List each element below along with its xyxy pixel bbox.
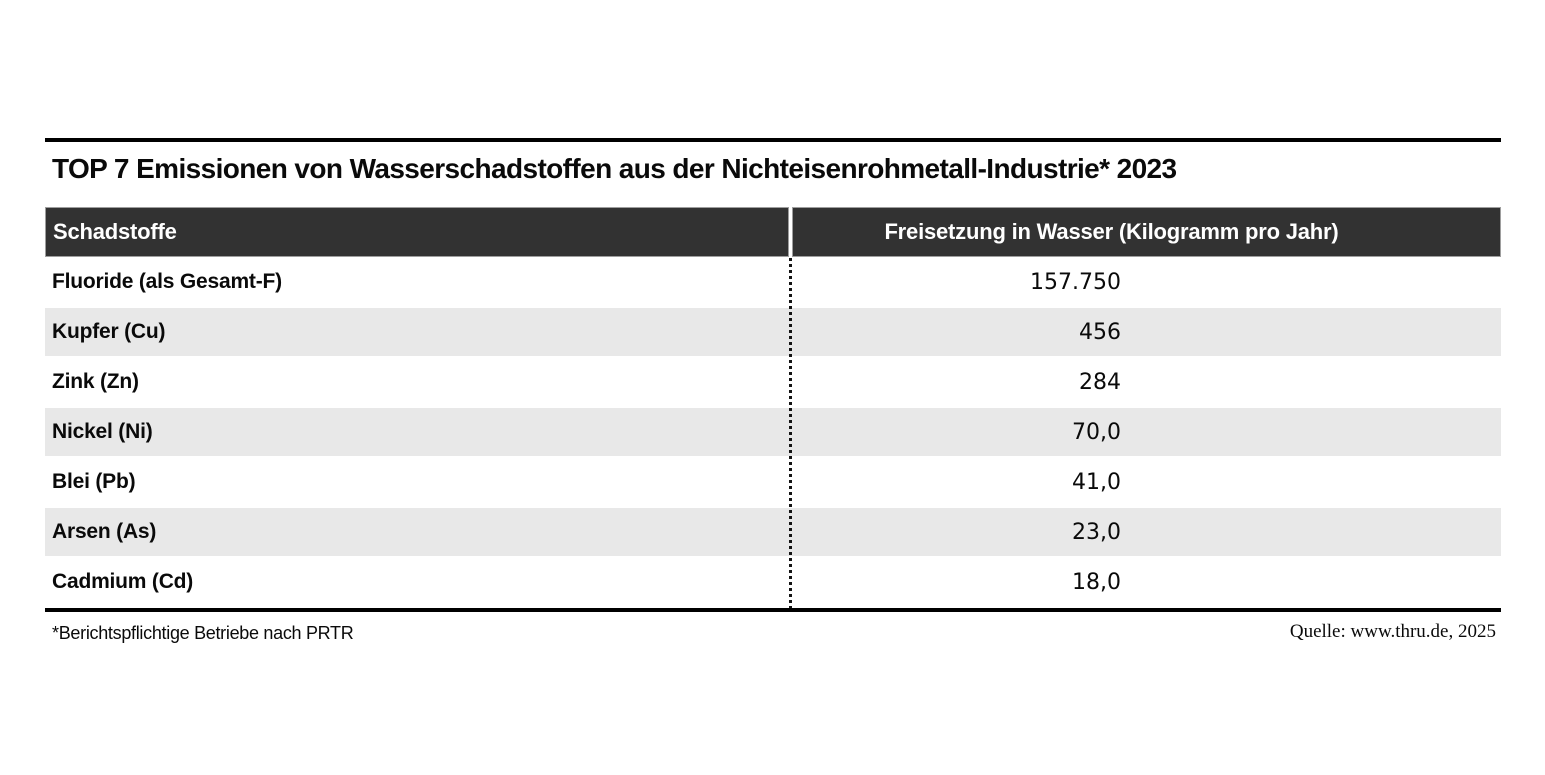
column-header-freisetzung: Freisetzung in Wasser (Kilogramm pro Jah… xyxy=(792,207,1501,257)
row-label: Blei (Pb) xyxy=(52,470,136,493)
row-value: 284 xyxy=(1079,369,1121,395)
table-row: Kupfer (Cu) 456 xyxy=(45,308,1501,358)
top-rule xyxy=(45,138,1501,142)
column-divider-dotted-line xyxy=(789,258,792,608)
row-label: Nickel (Ni) xyxy=(52,420,153,443)
row-value: 157.750 xyxy=(1030,269,1121,295)
table-row: Blei (Pb) 41,0 xyxy=(45,458,1501,508)
table-row: Arsen (As) 23,0 xyxy=(45,508,1501,558)
row-value: 70,0 xyxy=(1072,419,1121,445)
source-credit: Quelle: www.thru.de, 2025 xyxy=(1289,621,1496,642)
table-row: Zink (Zn) 284 xyxy=(45,358,1501,408)
row-label: Kupfer (Cu) xyxy=(52,320,166,343)
row-value: 456 xyxy=(1079,319,1121,345)
table-body: Fluoride (als Gesamt-F) 157.750 Kupfer (… xyxy=(45,258,1501,608)
table-header: Schadstoffe Freisetzung in Wasser (Kilog… xyxy=(45,207,1501,257)
table-row: Nickel (Ni) 70,0 xyxy=(45,408,1501,458)
row-label: Cadmium (Cd) xyxy=(52,570,194,593)
row-value: 41,0 xyxy=(1072,469,1121,495)
row-value: 18,0 xyxy=(1072,569,1121,595)
bottom-rule xyxy=(45,608,1501,612)
row-label: Zink (Zn) xyxy=(52,370,139,393)
page-title: TOP 7 Emissionen von Wasserschadstoffen … xyxy=(52,153,1177,184)
row-label: Fluoride (als Gesamt-F) xyxy=(52,270,282,293)
row-value: 23,0 xyxy=(1072,519,1121,545)
table-row: Fluoride (als Gesamt-F) 157.750 xyxy=(45,258,1501,308)
footnote: *Berichtspflichtige Betriebe nach PRTR xyxy=(52,623,354,643)
column-header-schadstoffe: Schadstoffe xyxy=(45,207,789,257)
table-row: Cadmium (Cd) 18,0 xyxy=(45,558,1501,608)
row-label: Arsen (As) xyxy=(52,520,157,543)
